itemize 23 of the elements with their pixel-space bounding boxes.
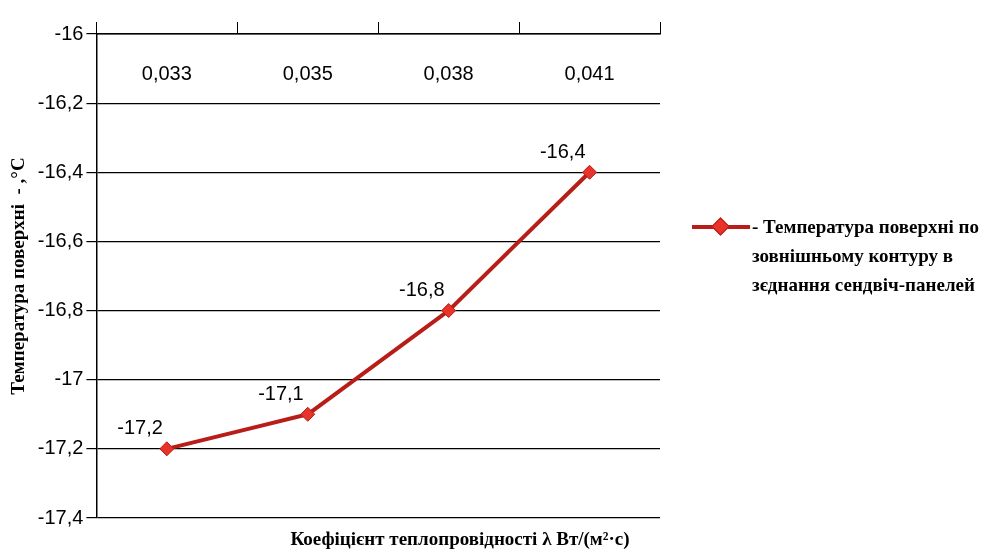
y-tick-label: -16,6 — [37, 228, 84, 251]
y-tick-label: -17,2 — [37, 436, 84, 459]
y-tick-label: -16 — [54, 21, 84, 44]
data-label: -16,8 — [399, 278, 445, 301]
point — [300, 406, 316, 422]
y-tick-label: -16,2 — [37, 90, 84, 113]
y-tick-label: -17 — [54, 367, 84, 390]
point — [159, 441, 175, 457]
point — [582, 164, 598, 180]
data-label: -17,2 — [117, 416, 163, 439]
y-tick-label: -16,4 — [37, 159, 84, 182]
x-tick-label: 0,035 — [282, 61, 333, 84]
x-axis-title: Коефіцієнт теплопровідності λ Вт/(м²·с) — [289, 528, 631, 550]
y-tick-label: -17,4 — [37, 505, 84, 528]
y-tick-label: -16,8 — [37, 298, 84, 321]
data-label: -17,1 — [258, 381, 304, 404]
legend-label: - Температура поверхні по зовнішньому контуру в зєднання сендвіч-панелей — [752, 215, 980, 297]
point — [441, 303, 457, 319]
y-axis-title: Температура поверхні - ,°С — [7, 157, 29, 395]
data-label: -16,4 — [539, 139, 586, 162]
x-tick-label: 0,038 — [423, 61, 474, 84]
x-tick-label: 0,033 — [141, 61, 192, 84]
x-tick-label: 0,041 — [564, 61, 615, 84]
